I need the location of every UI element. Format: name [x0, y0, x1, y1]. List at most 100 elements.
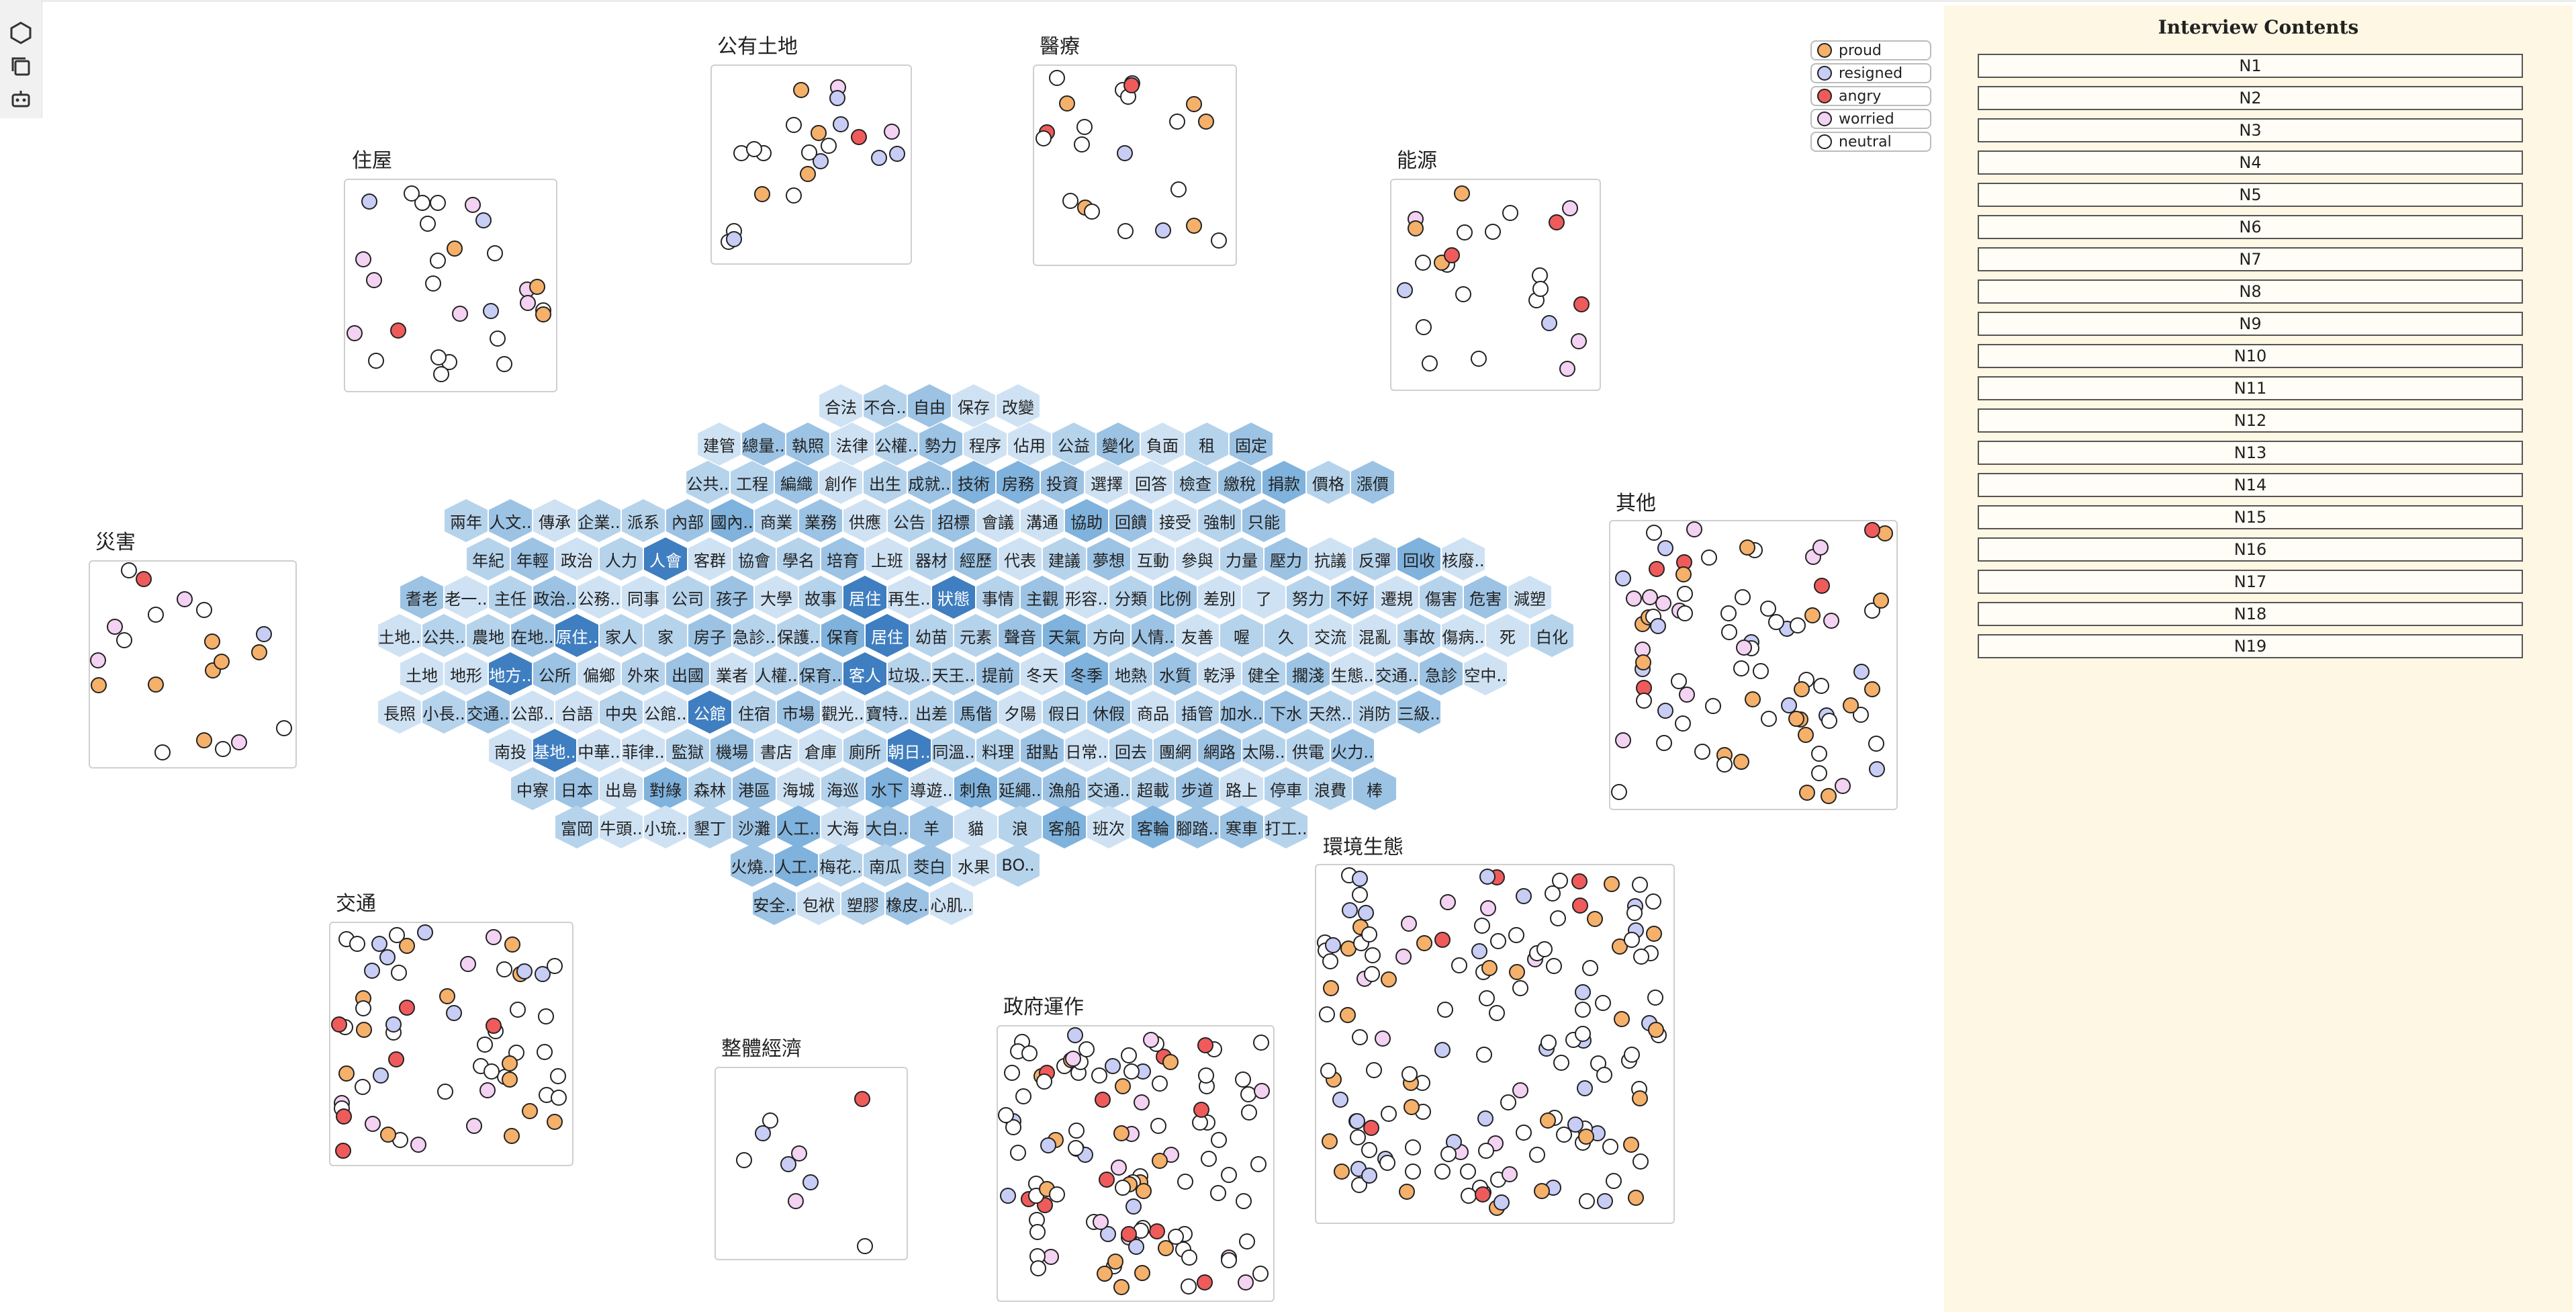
sentiment-dot[interactable]	[735, 1152, 752, 1169]
sentiment-dot[interactable]	[1107, 1253, 1124, 1270]
sentiment-dot[interactable]	[1873, 592, 1890, 609]
sentiment-dot[interactable]	[546, 1113, 563, 1130]
sentiment-dot[interactable]	[1168, 114, 1185, 130]
sentiment-dot[interactable]	[1400, 916, 1417, 932]
legend-item-resigned[interactable]: resigned	[1810, 63, 1931, 83]
sentiment-dot[interactable]	[1596, 1067, 1613, 1084]
keyword-hexagon[interactable]: 三級..	[1397, 691, 1440, 734]
sentiment-dot[interactable]	[1561, 200, 1578, 216]
sentiment-dot[interactable]	[1615, 570, 1632, 587]
sentiment-dot[interactable]	[1134, 1265, 1150, 1282]
sentiment-dot[interactable]	[1761, 711, 1778, 728]
sentiment-dot[interactable]	[1235, 1193, 1252, 1210]
keyword-hexagon[interactable]: 菲律..	[622, 729, 665, 772]
sentiment-dot[interactable]	[1096, 1266, 1113, 1282]
sentiment-dot[interactable]	[1252, 1265, 1269, 1282]
keyword-hexagon[interactable]: 事情	[976, 576, 1019, 619]
sentiment-dot[interactable]	[1475, 1186, 1491, 1202]
keyword-hexagon[interactable]: 墾丁	[688, 805, 731, 848]
sentiment-dot[interactable]	[1238, 1274, 1254, 1290]
keyword-hexagon[interactable]: 改變	[997, 384, 1040, 427]
keyword-hexagon[interactable]: 家人	[600, 614, 643, 657]
keyword-hexagon[interactable]: 內部	[666, 499, 709, 542]
sentiment-dot[interactable]	[1868, 736, 1885, 752]
keyword-hexagon[interactable]: 人情..	[1132, 614, 1175, 657]
keyword-hexagon[interactable]: 夕陽	[999, 691, 1042, 734]
sentiment-dot[interactable]	[1322, 980, 1339, 997]
sentiment-dot[interactable]	[1614, 732, 1631, 749]
sentiment-dot[interactable]	[1197, 1037, 1214, 1054]
keyword-hexagon[interactable]: 偏鄉	[578, 652, 620, 695]
keyword-hexagon[interactable]: 形容..	[1065, 576, 1108, 619]
sentiment-dot[interactable]	[1094, 1092, 1111, 1108]
keyword-hexagon[interactable]: 幼苗	[910, 614, 953, 657]
sentiment-dot[interactable]	[1636, 692, 1653, 709]
sentiment-dot[interactable]	[1477, 1143, 1494, 1159]
sentiment-dot[interactable]	[1116, 144, 1133, 161]
keyword-hexagon[interactable]: 急診..	[733, 614, 776, 657]
keyword-hexagon[interactable]: 不合..	[864, 384, 907, 427]
sentiment-dot[interactable]	[1577, 1128, 1594, 1145]
keyword-hexagon[interactable]: 貓	[954, 805, 997, 848]
keyword-hexagon[interactable]: 總量..	[742, 423, 785, 466]
sentiment-dot[interactable]	[361, 193, 377, 210]
sentiment-dot[interactable]	[1408, 220, 1424, 236]
sentiment-dot[interactable]	[1760, 601, 1777, 617]
keyword-hexagon[interactable]: 空中..	[1464, 652, 1507, 695]
sentiment-dot[interactable]	[1073, 136, 1090, 153]
sentiment-dot[interactable]	[1473, 918, 1490, 934]
sentiment-dot[interactable]	[1363, 965, 1380, 982]
sentiment-dot[interactable]	[1029, 1260, 1046, 1277]
keyword-hexagon[interactable]: 路上	[1220, 767, 1263, 810]
keyword-hexagon[interactable]: 原住..	[555, 614, 598, 657]
sentiment-dot[interactable]	[1210, 1132, 1227, 1149]
sentiment-dot[interactable]	[1587, 910, 1604, 927]
sentiment-dot[interactable]	[446, 240, 463, 257]
cluster-box-transport[interactable]	[329, 922, 573, 1166]
keyword-hexagon[interactable]: 腳踏..	[1176, 805, 1219, 848]
sentiment-dot[interactable]	[829, 90, 845, 107]
keyword-hexagon[interactable]: 人力	[600, 537, 643, 580]
sentiment-dot[interactable]	[786, 187, 802, 204]
sentiment-dot[interactable]	[1605, 1173, 1622, 1190]
sentiment-dot[interactable]	[1869, 761, 1886, 778]
keyword-hexagon[interactable]: 協助	[1065, 499, 1108, 542]
sentiment-dot[interactable]	[403, 185, 420, 202]
sentiment-dot[interactable]	[1794, 681, 1810, 697]
sentiment-dot[interactable]	[1404, 1099, 1420, 1116]
sentiment-dot[interactable]	[355, 1021, 372, 1038]
sentiment-dot[interactable]	[1361, 926, 1377, 943]
sentiment-dot[interactable]	[1363, 1119, 1380, 1136]
keyword-hexagon[interactable]: 保護..	[777, 614, 820, 657]
sentiment-dot[interactable]	[1502, 205, 1519, 222]
keyword-hexagon[interactable]: 同事	[622, 576, 665, 619]
sentiment-dot[interactable]	[1767, 614, 1784, 631]
interview-button-n10[interactable]: N10	[1978, 344, 2523, 368]
sentiment-dot[interactable]	[424, 275, 441, 292]
keyword-hexagon[interactable]: 企業..	[578, 499, 620, 542]
sentiment-dot[interactable]	[1358, 905, 1375, 922]
sentiment-dot[interactable]	[1835, 777, 1851, 794]
sentiment-dot[interactable]	[535, 306, 552, 323]
sentiment-dot[interactable]	[1631, 876, 1648, 893]
keyword-hexagon[interactable]: 夢想	[1087, 537, 1130, 580]
keyword-hexagon[interactable]: 乾淨	[1198, 652, 1241, 695]
sentiment-dot[interactable]	[550, 1068, 567, 1085]
sentiment-dot[interactable]	[1540, 315, 1557, 331]
sentiment-dot[interactable]	[1853, 664, 1870, 681]
sentiment-dot[interactable]	[1633, 949, 1650, 965]
keyword-hexagon[interactable]: 水下	[866, 767, 909, 810]
keyword-hexagon[interactable]: 南瓜	[864, 844, 907, 887]
sentiment-dot[interactable]	[1821, 787, 1837, 804]
keyword-hexagon[interactable]: 程序	[964, 423, 1007, 466]
sentiment-dot[interactable]	[1678, 687, 1695, 703]
keyword-hexagon[interactable]: 建議	[1043, 537, 1086, 580]
sentiment-dot[interactable]	[437, 1083, 454, 1100]
sentiment-dot[interactable]	[786, 116, 802, 133]
sentiment-dot[interactable]	[1240, 1104, 1257, 1121]
sentiment-dot[interactable]	[196, 732, 213, 748]
sentiment-dot[interactable]	[1151, 1152, 1168, 1169]
keyword-hexagon[interactable]: 聲音	[999, 614, 1042, 657]
sentiment-dot[interactable]	[1440, 1146, 1457, 1163]
sentiment-dot[interactable]	[1500, 1094, 1516, 1110]
